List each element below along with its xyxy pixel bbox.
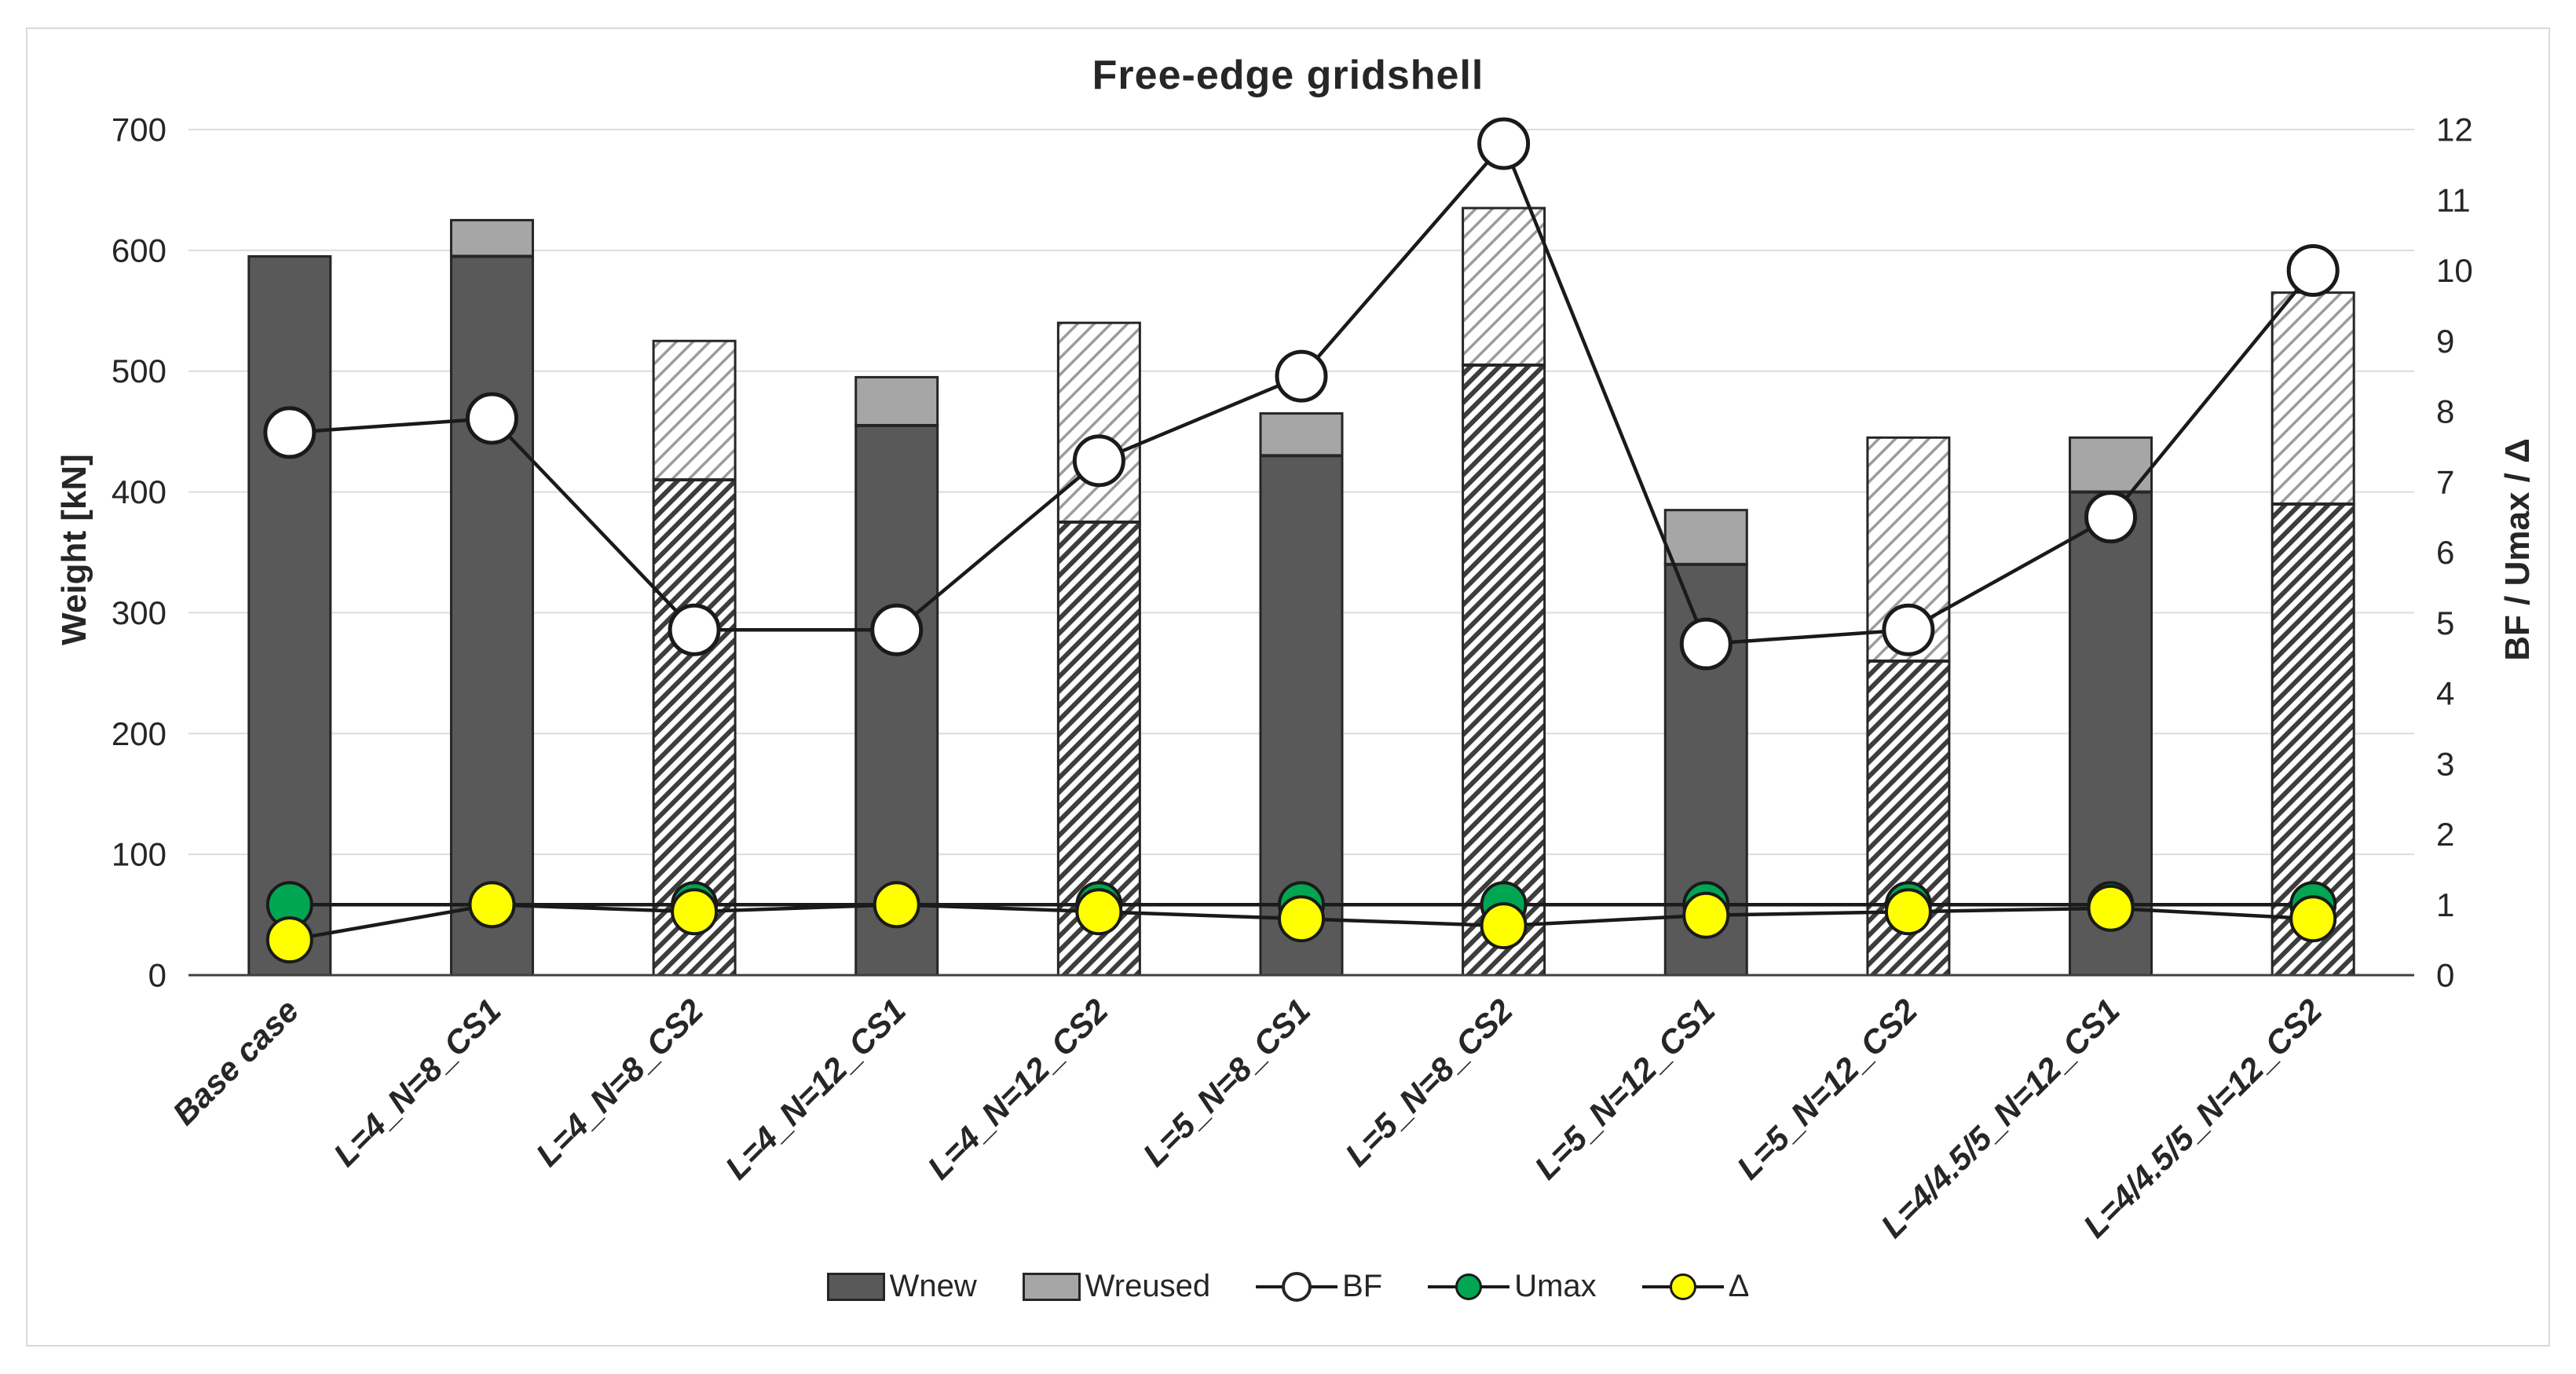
legend-label-wnew: Wnew: [889, 1269, 977, 1303]
left-axis-tick: 500: [112, 353, 166, 389]
right-axis-tick: 11: [2436, 181, 2471, 218]
umax-marker-icon: [1428, 1270, 1510, 1304]
bar-segment-wnew: [449, 255, 534, 977]
bar-segment-wreused: [449, 218, 534, 258]
category-label: L=5_N=12_CS1: [1528, 992, 1722, 1186]
chart-legend: Wnew Wreused BF Umax Δ: [0, 1269, 2576, 1304]
right-axis-tick: 5: [2436, 605, 2454, 641]
left-axis-tick: 400: [112, 473, 166, 510]
delta-marker: [1278, 895, 1325, 943]
bar-segment-wreused: [1259, 412, 1344, 457]
right-axis-tick: 4: [2436, 675, 2454, 712]
bf-marker: [1072, 434, 1125, 488]
right-axis-tick: 6: [2436, 534, 2454, 571]
legend-item-wreused[interactable]: Wreused: [1022, 1269, 1211, 1304]
legend-label-wreused: Wreused: [1085, 1269, 1211, 1303]
legend-item-wnew[interactable]: Wnew: [826, 1269, 977, 1304]
bar-segment-wreused: [1462, 206, 1546, 367]
category-label: Base case: [166, 992, 306, 1132]
left-axis-tick: 100: [112, 836, 166, 873]
bf-marker: [870, 603, 924, 656]
bar-segment-wreused: [854, 375, 939, 427]
left-axis-tick: 700: [112, 111, 166, 148]
legend-label-delta: Δ: [1728, 1269, 1750, 1303]
legend-label-umax: Umax: [1514, 1269, 1597, 1303]
delta-marker: [1075, 888, 1123, 936]
bar-segment-wreused: [1056, 321, 1141, 524]
bf-marker: [1679, 617, 1733, 671]
bar-segment-wnew: [247, 255, 332, 977]
chart-title: Free-edge gridshell: [1092, 53, 1484, 98]
bf-marker: [465, 392, 518, 445]
delta-marker: [1682, 891, 1730, 939]
right-axis-tick: 10: [2436, 252, 2473, 289]
right-axis-tick: 0: [2436, 957, 2454, 994]
bf-marker: [2286, 244, 2340, 297]
delta-marker: [671, 888, 719, 936]
legend-item-delta[interactable]: Δ: [1641, 1269, 1750, 1304]
delta-marker: [2087, 884, 2135, 932]
left-axis-tick: 600: [112, 232, 166, 269]
right-axis-tick: 2: [2436, 816, 2454, 853]
legend-label-bf: BF: [1342, 1269, 1383, 1303]
category-label: L=4_N=8_CS1: [326, 992, 507, 1173]
legend-item-umax[interactable]: Umax: [1428, 1269, 1597, 1304]
delta-marker: [1480, 902, 1528, 950]
category-label: L=5_N=8_CS2: [1338, 992, 1520, 1173]
category-label: L=4_N=12_CS1: [718, 992, 913, 1186]
left-axis-tick: 300: [112, 594, 166, 631]
right-axis-tick: 7: [2436, 463, 2454, 500]
delta-marker: [265, 916, 313, 964]
wreused-swatch-icon: [1022, 1272, 1081, 1301]
legend-item-bf[interactable]: BF: [1256, 1269, 1382, 1304]
bf-marker: [2084, 491, 2138, 544]
right-axis-tick: 1: [2436, 886, 2454, 923]
bar-segment-wreused: [2270, 291, 2355, 506]
category-label: L=4_N=8_CS2: [529, 992, 710, 1173]
right-axis-tick: 3: [2436, 745, 2454, 782]
category-label: L=4_N=12_CS2: [920, 992, 1115, 1186]
bf-marker: [1882, 603, 1935, 656]
right-axis-tick: 12: [2436, 111, 2473, 148]
left-axis-tick: 200: [112, 715, 166, 752]
bf-marker: [263, 406, 317, 459]
delta-marker-icon: [1641, 1270, 1724, 1304]
right-axis-tick: 9: [2436, 323, 2454, 360]
category-label: L=5_N=12_CS2: [1729, 992, 1924, 1186]
delta-marker: [873, 881, 920, 929]
category-label: L=5_N=8_CS1: [1136, 992, 1317, 1173]
bar-segment-wreused: [652, 339, 737, 481]
right-axis-tick: 8: [2436, 393, 2454, 430]
left-axis-tick: 0: [148, 957, 166, 994]
delta-marker: [2289, 895, 2337, 943]
bf-marker: [1477, 117, 1531, 170]
bar-segment-wreused: [1663, 509, 1748, 566]
bf-marker-icon: [1256, 1270, 1338, 1304]
wnew-swatch-icon: [826, 1272, 885, 1301]
delta-marker: [468, 881, 516, 929]
bf-marker: [668, 603, 721, 656]
bf-marker: [1275, 349, 1328, 403]
delta-marker: [1884, 888, 1932, 936]
